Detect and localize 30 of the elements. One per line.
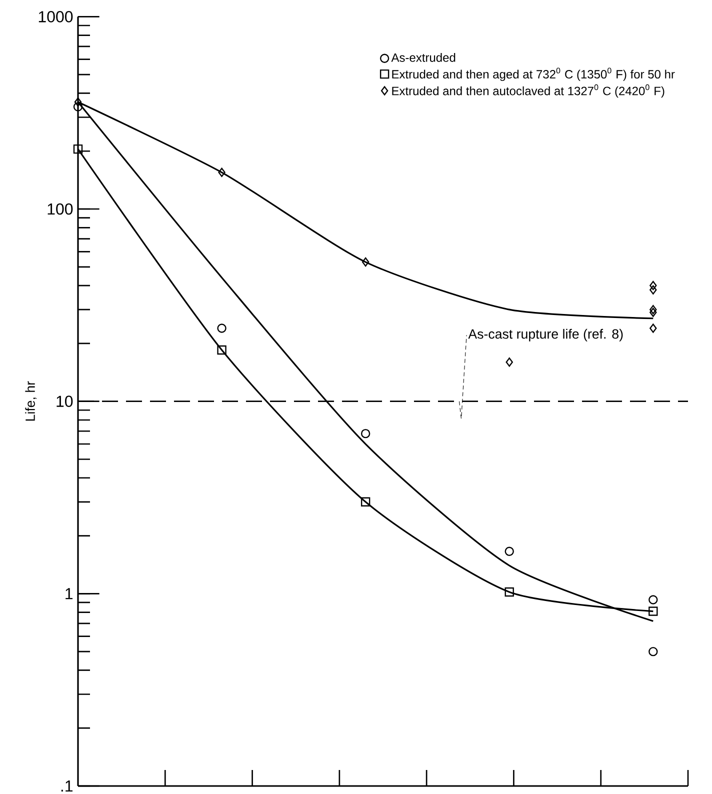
point — [650, 280, 657, 290]
point — [650, 285, 657, 294]
point — [360, 497, 370, 507]
point — [362, 257, 370, 267]
point — [650, 304, 657, 314]
point — [648, 595, 658, 604]
point — [504, 546, 514, 556]
y-axis-title: Life, hr — [25, 381, 37, 421]
y-tick-label: .1 — [61, 780, 73, 792]
point — [218, 168, 226, 178]
y-tick-label: 1 — [66, 588, 73, 600]
legend-label: Extruded and then autoclaved at 1327$^{0}$ C (2420$^{0}$ F) — [392, 84, 664, 98]
point — [504, 587, 514, 597]
point — [648, 646, 658, 656]
y-tick-label: 1000 — [38, 11, 73, 22]
legend-label: Extruded and then aged at 732$^{0}$ C (1350$^{0}$ F) for 50 hr — [392, 68, 675, 81]
point — [506, 357, 513, 367]
point — [360, 428, 370, 438]
ref-line-label: As-cast rupture life (ref. 8) — [468, 328, 623, 342]
point — [73, 144, 83, 154]
y-tick-label: 10 — [56, 396, 73, 407]
point — [650, 308, 657, 318]
point — [217, 324, 226, 333]
point — [74, 97, 82, 107]
legend-label: As-extruded — [391, 53, 456, 62]
point — [648, 606, 658, 616]
point — [73, 102, 83, 112]
point — [217, 345, 226, 355]
point — [650, 324, 657, 333]
y-tick-label: 100 — [48, 203, 73, 215]
